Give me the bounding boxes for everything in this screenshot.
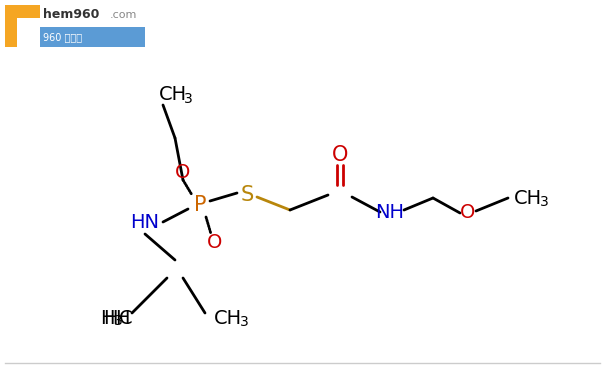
Text: 3: 3 <box>184 92 192 106</box>
Text: CH: CH <box>159 86 187 105</box>
Text: P: P <box>194 195 206 215</box>
Bar <box>40 27 145 47</box>
Text: 3: 3 <box>114 314 122 328</box>
Text: O: O <box>332 145 348 165</box>
Text: H: H <box>100 309 115 327</box>
Text: H: H <box>103 309 117 327</box>
Text: O: O <box>460 204 476 222</box>
Text: HN: HN <box>131 213 160 231</box>
Text: 960 化工网: 960 化工网 <box>43 32 82 42</box>
Text: O: O <box>175 162 191 182</box>
Text: H: H <box>115 309 129 327</box>
Text: NH: NH <box>376 202 405 222</box>
Text: O: O <box>208 232 223 252</box>
Text: 3: 3 <box>540 195 548 209</box>
Text: CH: CH <box>214 309 242 327</box>
Text: CH: CH <box>514 189 542 207</box>
Text: hem960: hem960 <box>43 9 99 21</box>
Text: .com: .com <box>110 10 137 20</box>
Text: 3: 3 <box>240 315 249 329</box>
Text: S: S <box>240 185 253 205</box>
Polygon shape <box>5 5 40 47</box>
Text: C: C <box>119 309 133 327</box>
